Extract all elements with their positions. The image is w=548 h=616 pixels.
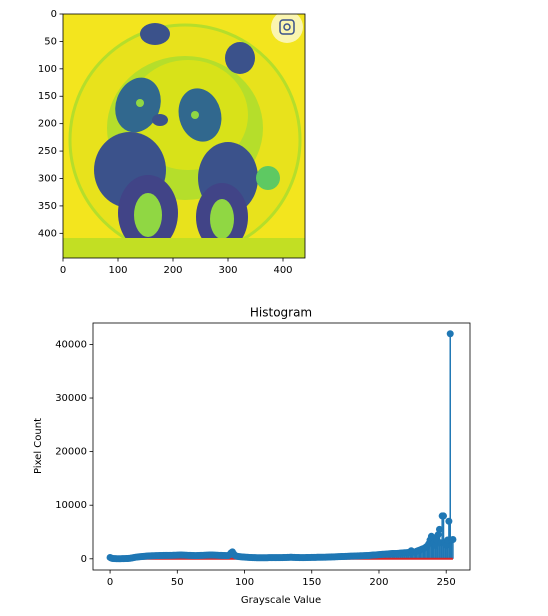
stem-marker xyxy=(442,541,450,549)
image-frame xyxy=(62,13,306,259)
y-tick-label: 100 xyxy=(38,64,57,75)
y-axis-label: Pixel Count xyxy=(33,418,44,474)
x-tick-label: 250 xyxy=(437,577,456,588)
x-tick-label: 0 xyxy=(107,577,113,588)
x-tick-label: 50 xyxy=(171,577,184,588)
y-tick-label: 20000 xyxy=(55,447,87,458)
y-tick-label: 350 xyxy=(38,201,57,212)
x-tick-label: 100 xyxy=(235,577,254,588)
y-tick-label: 300 xyxy=(38,173,57,184)
x-tick-label: 200 xyxy=(163,265,182,276)
y-tick-label: 0 xyxy=(51,9,57,20)
panda-image xyxy=(63,14,305,258)
y-tick-label: 10000 xyxy=(55,500,87,511)
stem-marker xyxy=(431,541,439,549)
stem-marker xyxy=(449,536,457,544)
y-tick-label: 50 xyxy=(44,36,57,47)
x-tick-label: 150 xyxy=(302,577,321,588)
y-tick-label: 40000 xyxy=(55,339,87,350)
chart-title: Histogram xyxy=(250,306,312,320)
x-tick-label: 200 xyxy=(369,577,388,588)
x-tick-label: 0 xyxy=(60,265,66,276)
y-tick-label: 30000 xyxy=(55,393,87,404)
stem-marker xyxy=(440,512,448,520)
y-tick-label: 400 xyxy=(38,228,57,239)
stem-marker xyxy=(445,517,453,525)
stem-marker xyxy=(434,531,442,539)
y-tick-label: 200 xyxy=(38,119,57,130)
y-tick-label: 250 xyxy=(38,146,57,157)
x-tick-label: 100 xyxy=(108,265,127,276)
y-tick-label: 150 xyxy=(38,91,57,102)
y-tick-label: 0 xyxy=(81,554,87,565)
stem-marker xyxy=(446,330,454,338)
plot-frame xyxy=(92,322,471,571)
x-tick-label: 400 xyxy=(273,265,292,276)
stem-marker xyxy=(435,525,443,533)
x-axis-label: Grayscale Value xyxy=(241,595,321,606)
x-tick-label: 300 xyxy=(218,265,237,276)
